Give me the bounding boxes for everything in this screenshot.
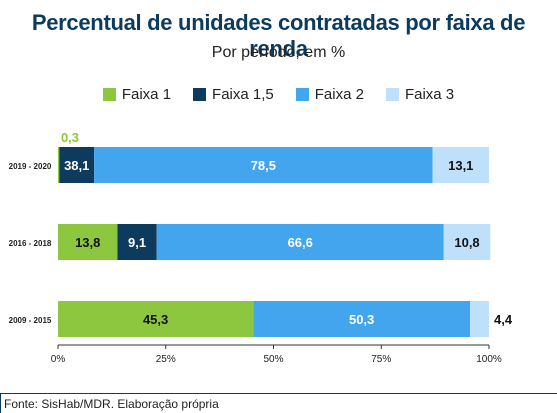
- legend-item-faixa-1: Faixa 1: [102, 86, 172, 103]
- bar-faixa-1-2009-2015: [58, 301, 254, 337]
- legend-swatch-faixa-2: [295, 88, 309, 101]
- data-label-faixa-2-2016-2018: 66,6: [288, 235, 313, 250]
- footer-divider: [0, 393, 557, 394]
- data-label-faixa-3-2016-2018: 10,8: [454, 235, 479, 250]
- x-tick-label: 75%: [371, 354, 391, 365]
- chart-title: Percentual de unidades contratadas por f…: [31, 10, 526, 61]
- bar-faixa-3-2019-2020: [432, 147, 489, 183]
- legend-label-faixa-3: Faixa 3: [404, 86, 455, 103]
- x-tick-label: 0%: [51, 354, 66, 365]
- bar-faixa-2-2019-2020: [94, 147, 433, 183]
- bar-faixa-1-2016-2018: [58, 224, 118, 260]
- stacked-bar-chart: 0% 25% 50% 75% 100% 2019 - 2020 0,3 38,1 78,5 13,…: [9, 130, 513, 365]
- category-label: 2016 - 2018: [9, 239, 52, 248]
- legend-swatch-faixa-1: [102, 88, 116, 101]
- category-label: 2009 - 2015: [9, 316, 52, 325]
- data-label-faixa-3-2009-2015: 4,4: [494, 312, 513, 327]
- bar-faixa-3-2016-2018: [443, 224, 491, 260]
- legend-label-faixa-1: Faixa 1: [121, 86, 172, 103]
- legend-label-faixa-2: Faixa 2: [314, 86, 364, 103]
- x-tick-label: 100%: [476, 354, 502, 365]
- footer-left-border: [0, 393, 1, 413]
- category-label: 2019 - 2020: [9, 162, 52, 171]
- bar-faixa-2-2016-2018: [156, 224, 444, 260]
- legend-label-faixa-1-5: Faixa 1,5: [212, 86, 274, 103]
- bar-faixa-2-2009-2015: [253, 301, 471, 337]
- legend-item-faixa-1-5: Faixa 1,5: [193, 86, 274, 103]
- bar-faixa-1-5-2016-2018: [117, 224, 157, 260]
- data-label-faixa-2-2009-2015: 50,3: [349, 312, 374, 327]
- data-label-faixa-3-2019-2020: 13,1: [448, 158, 473, 173]
- legend-swatch-faixa-1-5: [193, 88, 207, 101]
- source-note: Fonte: SisHab/MDR. Elaboração própria: [4, 397, 219, 411]
- bar-faixa-1-5-2019-2020: [59, 147, 95, 183]
- legend-swatch-faixa-3: [385, 88, 399, 101]
- data-label-faixa-1-2019-2020: 0,3: [61, 130, 79, 145]
- data-label-faixa-1-5-2019-2020: 38,1: [64, 158, 89, 173]
- data-label-faixa-1-2009-2015: 45,3: [143, 312, 168, 327]
- x-tick-label: 25%: [156, 354, 176, 365]
- bar-faixa-3-2009-2015: [470, 301, 489, 337]
- chart-subtitle: Por período, em %: [211, 44, 346, 61]
- data-label-faixa-1-2016-2018: 13,8: [75, 235, 100, 250]
- x-tick-label: 50%: [263, 354, 283, 365]
- chart-legend: Faixa 1 Faixa 1,5 Faixa 2 Faixa 3: [0, 86, 557, 103]
- data-label-faixa-2-2019-2020: 78,5: [251, 158, 276, 173]
- data-label-faixa-1-5-2016-2018: 9,1: [128, 235, 146, 250]
- bar-faixa-1-2019-2020: [58, 147, 60, 183]
- legend-item-faixa-2: Faixa 2: [295, 86, 364, 103]
- legend-item-faixa-3: Faixa 3: [385, 86, 455, 103]
